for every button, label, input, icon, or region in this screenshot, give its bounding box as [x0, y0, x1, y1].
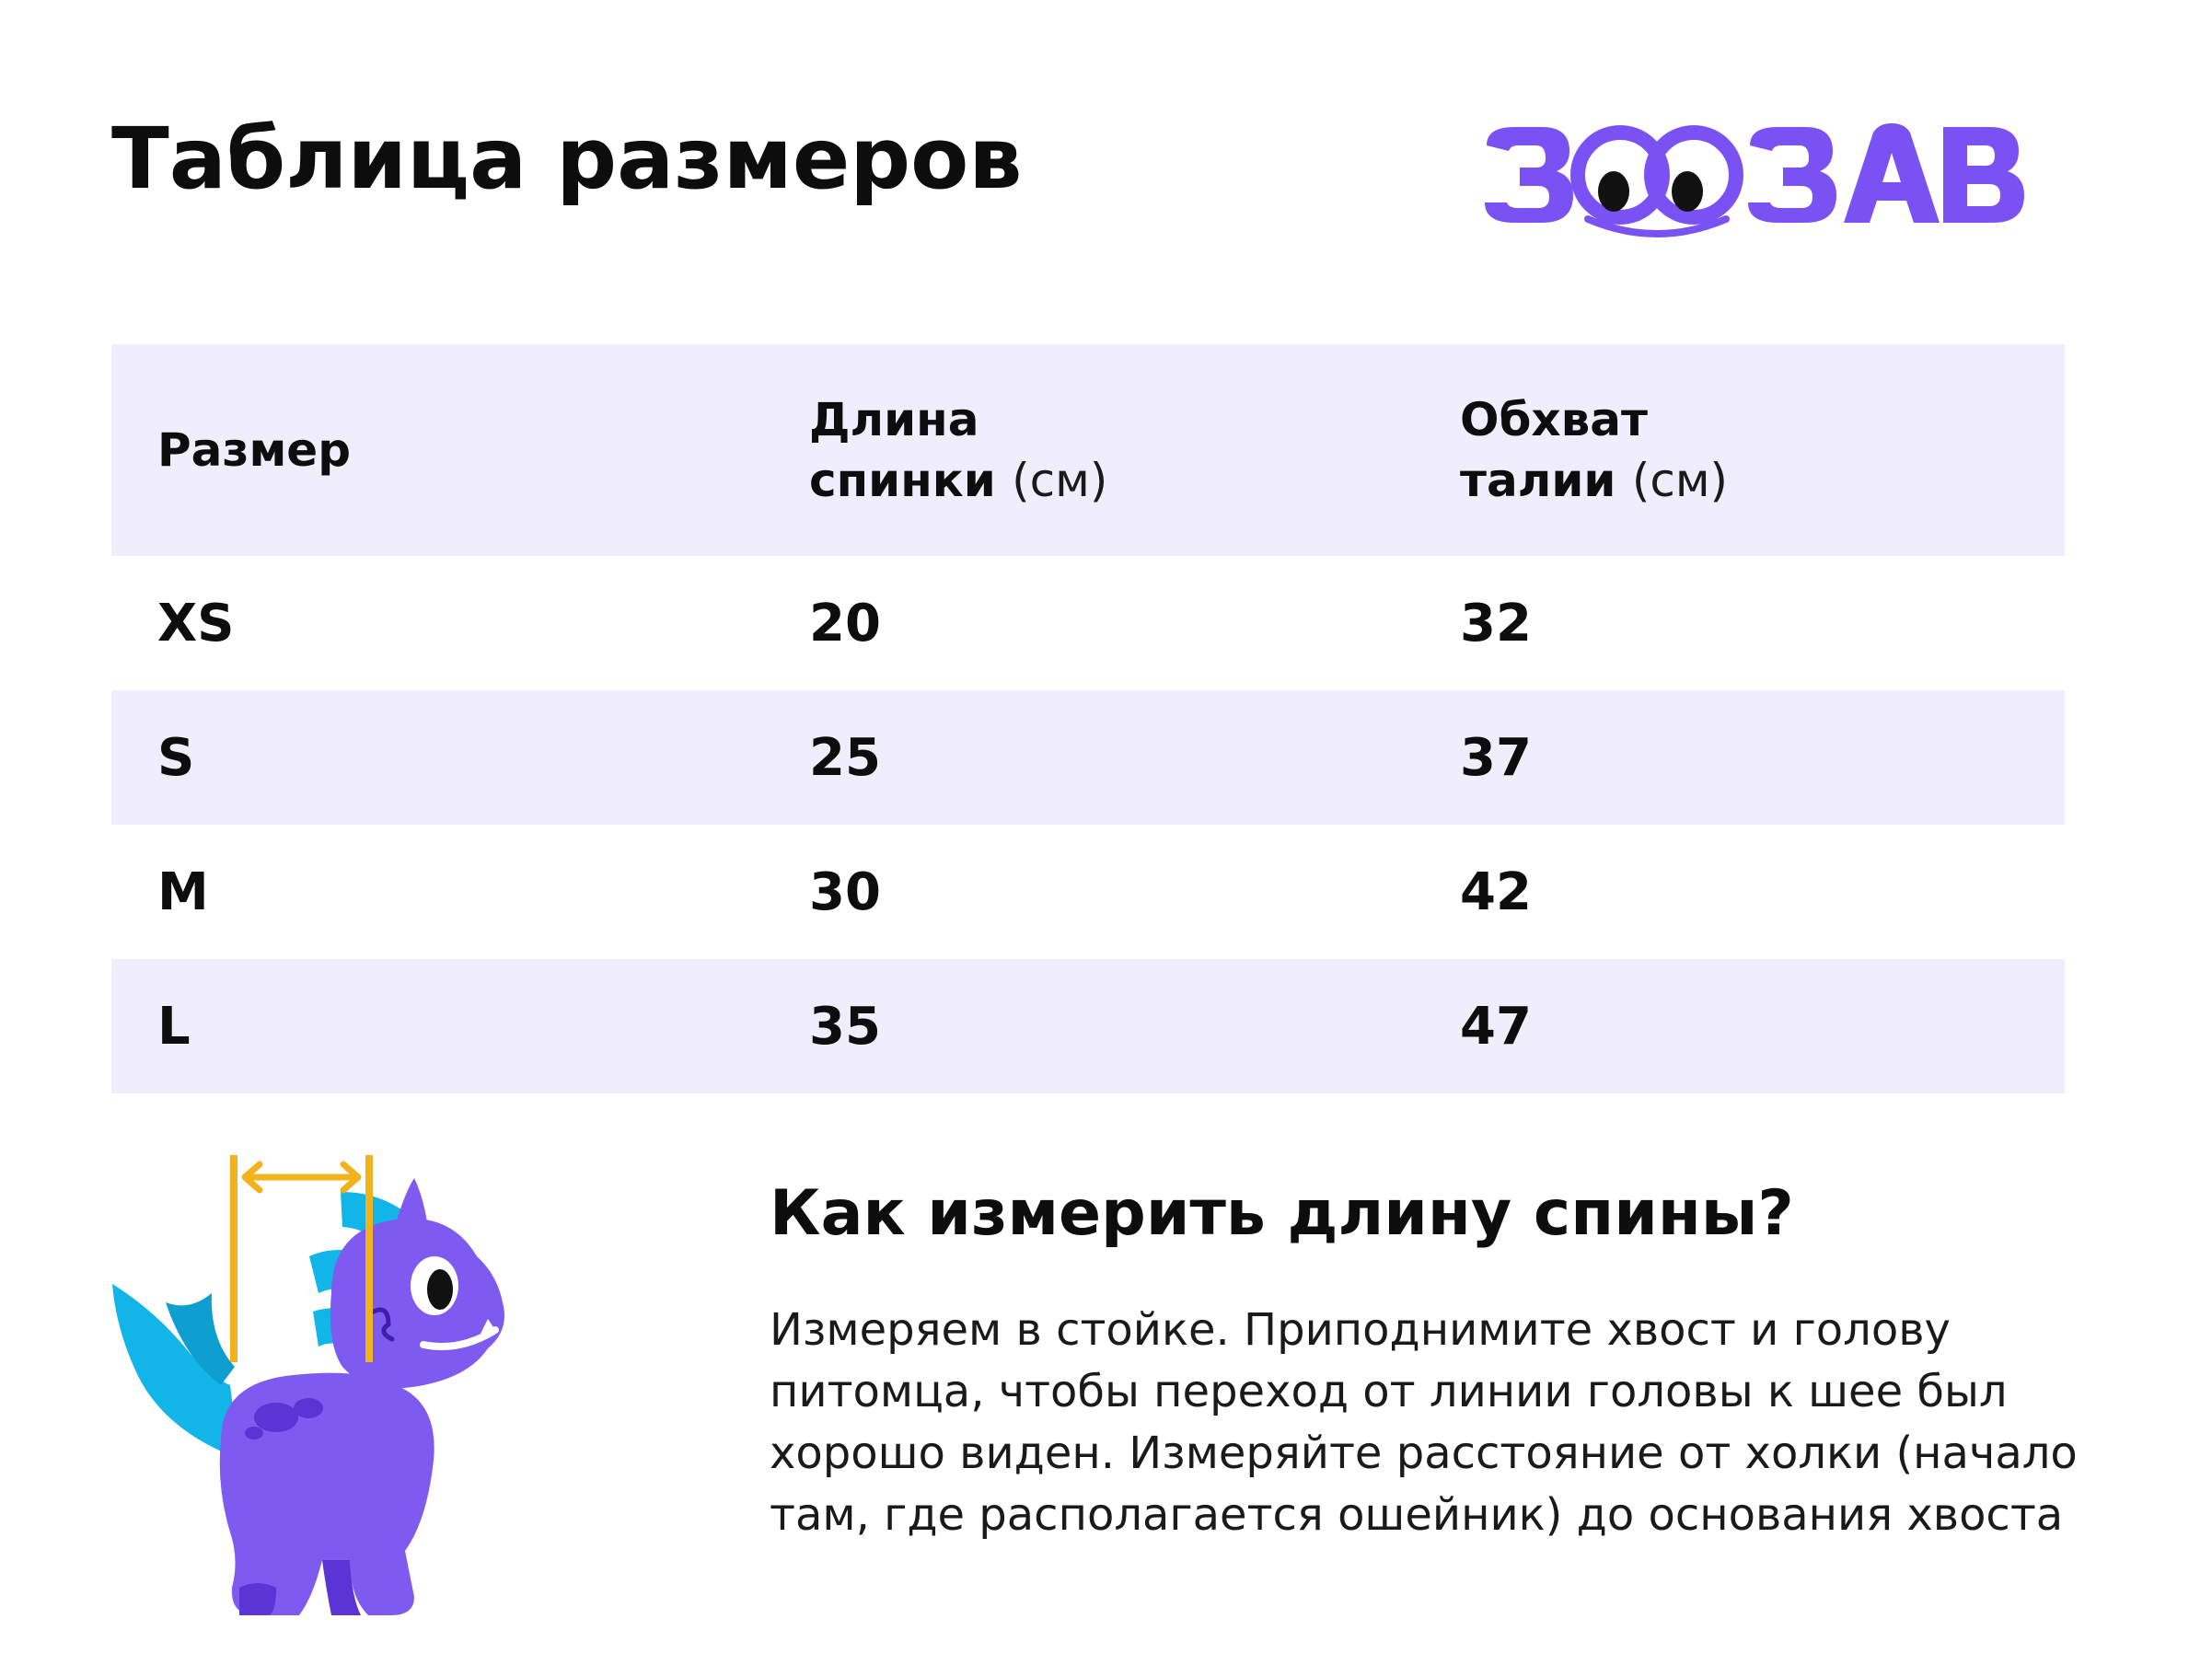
table-row: XS 20 32: [111, 556, 2065, 690]
cell-waist: 42: [1460, 861, 1532, 922]
cell-back-length: 30: [809, 861, 881, 922]
table-row: S 25 37: [111, 690, 2065, 825]
cell-size: L: [157, 996, 191, 1057]
cell-waist: 37: [1460, 727, 1532, 788]
howto-title: Как измерить длину спины?: [770, 1177, 1794, 1250]
header-waist: Обхват талии (см): [1460, 393, 1729, 507]
cell-waist: 47: [1460, 996, 1532, 1057]
table-header-row: Размер Длина спинки (см) Обхват талии (с…: [111, 344, 2065, 556]
dino-measure-illustration: [112, 1155, 504, 1615]
cell-waist: 32: [1460, 593, 1532, 653]
cell-size: M: [157, 861, 209, 922]
page-title: Таблица размеров: [111, 110, 1023, 208]
table-row: M 30 42: [111, 825, 2065, 959]
cell-back-length: 35: [809, 996, 881, 1057]
cell-size: S: [157, 727, 195, 788]
zoozavr-logo: [1485, 123, 2024, 237]
cell-back-length: 20: [809, 593, 881, 653]
howto-text: Измеряем в стойке. Приподнимите хвост и …: [770, 1304, 2078, 1541]
table-row: L 35 47: [111, 959, 2065, 1093]
cell-size: XS: [157, 593, 235, 653]
header-back-length: Длина спинки (см): [809, 393, 1108, 507]
header-size: Размер: [157, 423, 352, 477]
cell-back-length: 25: [809, 727, 881, 788]
size-table: Размер Длина спинки (см) Обхват талии (с…: [111, 344, 2065, 1093]
